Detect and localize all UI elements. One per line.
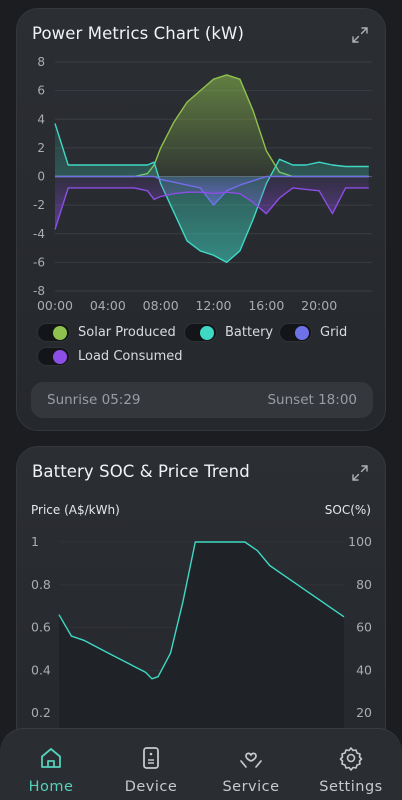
- nav-label: Home: [28, 779, 74, 795]
- nav-service[interactable]: Service: [201, 729, 301, 800]
- legend-label: Grid: [320, 325, 348, 340]
- y-tick-label: 0: [37, 170, 45, 184]
- device-icon: [143, 747, 159, 769]
- legend-solar-produced[interactable]: Solar Produced: [37, 323, 176, 342]
- price-tick-label: 0.4: [31, 662, 51, 677]
- y-tick-label: 8: [37, 55, 45, 69]
- x-tick-label: 12:00: [195, 298, 231, 313]
- soc-tick-label: 80: [356, 577, 372, 592]
- series-line-battery: [54, 123, 369, 264]
- price-tick-label: 1: [31, 534, 39, 549]
- legend-toggle[interactable]: [279, 323, 312, 342]
- soc-chart-title: Battery SOC & Price Trend: [32, 462, 250, 481]
- y-tick-label: -4: [33, 227, 45, 241]
- x-tick-label: 00:00: [37, 298, 73, 313]
- price-tick-label: 0.6: [31, 620, 51, 635]
- power-chart-title: Power Metrics Chart (kW): [32, 24, 245, 43]
- legend-battery[interactable]: Battery: [184, 323, 273, 342]
- sunrise-time: Sunrise 05:29: [47, 392, 141, 408]
- x-tick-label: 20:00: [301, 298, 337, 313]
- expand-icon[interactable]: [351, 464, 369, 482]
- soc-tick-label: 40: [356, 662, 372, 677]
- soc-area: [59, 542, 344, 767]
- price-tick-label: 0.8: [31, 577, 51, 592]
- series-area-solar-produced: [55, 74, 369, 177]
- series-line-load-consumed: [54, 187, 369, 230]
- battery-soc-card: Battery SOC & Price Trend Price (A$/kWh)…: [16, 446, 386, 767]
- y-tick-label: -2: [33, 198, 45, 212]
- power-metrics-card: Power Metrics Chart (kW) 8 6 4 2 0 -2 -4 -6 -8 00…: [16, 8, 386, 431]
- y-tick-label: 4: [37, 112, 45, 126]
- soc-tick-label: 60: [356, 620, 372, 635]
- legend-load-consumed[interactable]: Load Consumed: [37, 347, 183, 366]
- y-tick-label: 2: [37, 141, 45, 155]
- legend-toggle[interactable]: [37, 347, 70, 366]
- nav-device[interactable]: Device: [101, 729, 201, 800]
- legend-label: Battery: [225, 325, 274, 340]
- price-tick-label: 0.2: [31, 705, 51, 720]
- legend-label: Solar Produced: [78, 325, 176, 340]
- nav-label: Service: [222, 779, 280, 795]
- x-tick-label: 08:00: [143, 298, 179, 313]
- sunset-time: Sunset 18:00: [267, 392, 357, 408]
- nav-label: Device: [124, 779, 178, 795]
- y-tick-label: -6: [33, 255, 45, 269]
- service-icon: [240, 752, 262, 768]
- legend-toggle[interactable]: [184, 323, 217, 342]
- nav-label: Settings: [319, 779, 383, 795]
- y-tick-label: -8: [33, 284, 45, 298]
- soc-chart: 1 0.8 0.6 0.4 0.2 100 80 60 40 20: [31, 534, 372, 767]
- soc-line: [58, 541, 345, 680]
- legend-toggle[interactable]: [37, 323, 70, 342]
- settings-icon: [339, 747, 363, 771]
- sun-times-bar: Sunrise 05:29 Sunset 18:00: [31, 382, 373, 418]
- soc-tick-label: 100: [348, 534, 372, 549]
- soc-tick-label: 20: [356, 705, 372, 720]
- bottom-nav: Home Device Service Settings: [0, 728, 402, 800]
- nav-home[interactable]: Home: [1, 729, 101, 800]
- legend-label: Load Consumed: [78, 349, 183, 364]
- y-tick-label: 6: [37, 84, 45, 98]
- x-tick-label: 16:00: [248, 298, 284, 313]
- nav-settings[interactable]: Settings: [301, 729, 401, 800]
- legend-grid[interactable]: Grid: [279, 323, 347, 342]
- x-tick-label: 04:00: [90, 298, 126, 313]
- power-chart: 8 6 4 2 0 -2 -4 -6 -800:00 04:00 08:00 12:00 16:00 20…: [33, 55, 372, 313]
- home-icon: [41, 748, 61, 768]
- price-axis-title: Price (A$/kWh): [31, 503, 120, 517]
- expand-icon[interactable]: [351, 26, 369, 44]
- soc-axis-title: SOC(%): [324, 503, 371, 517]
